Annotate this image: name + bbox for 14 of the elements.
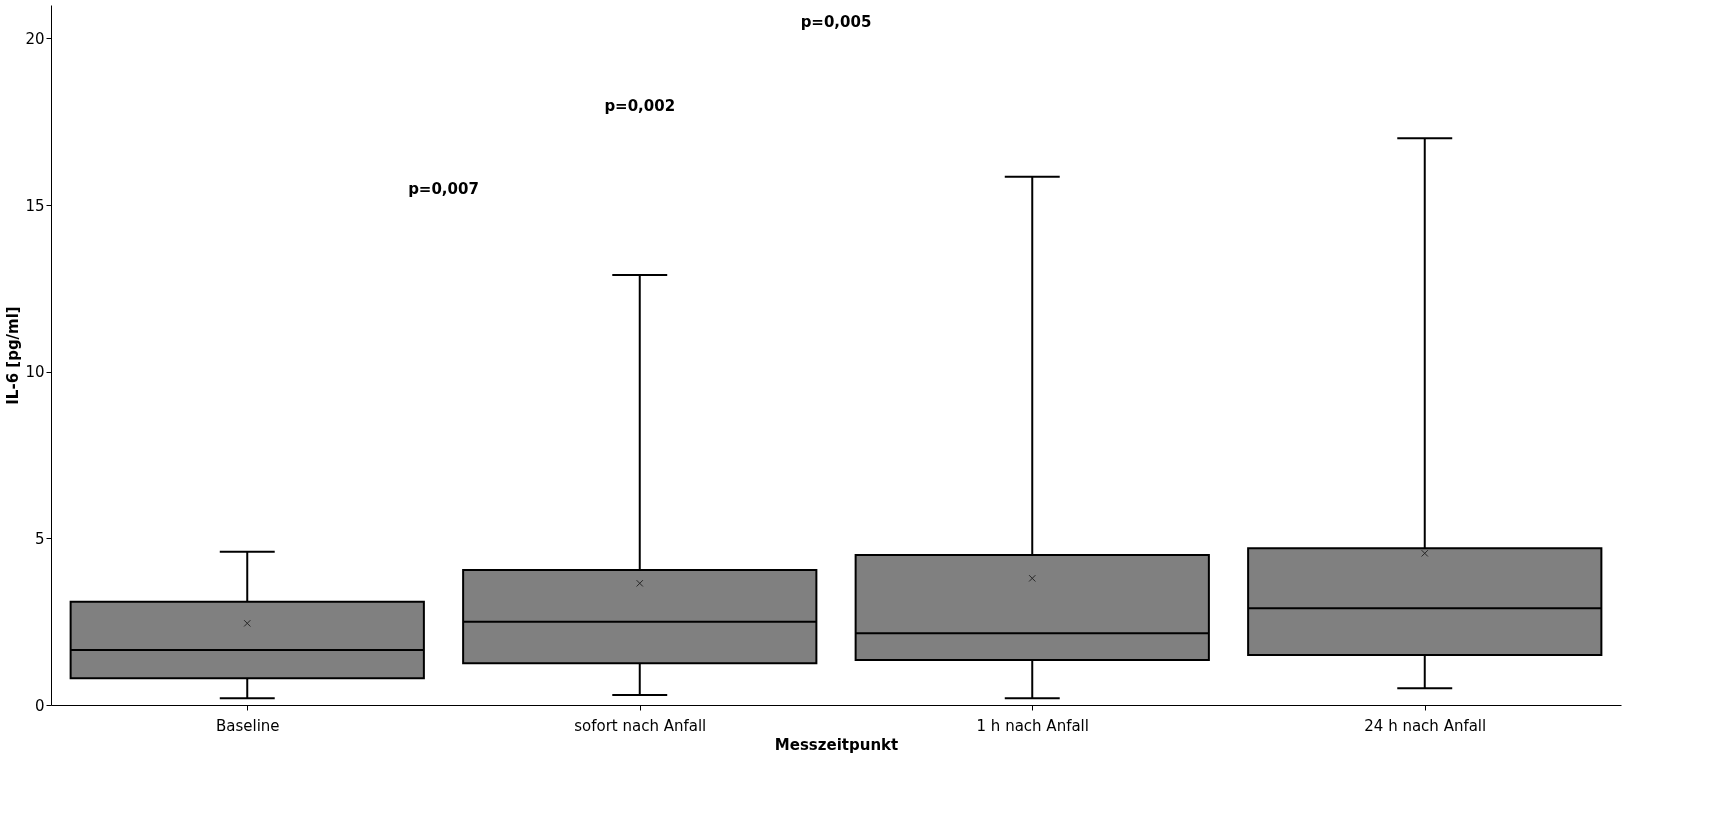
x-tick-label: 1 h nach Anfall — [976, 716, 1089, 735]
y-axis-title: IL-6 [pg/ml] — [4, 306, 23, 405]
y-tick-label: 20 — [25, 29, 45, 48]
x-tick-label: 24 h nach Anfall — [1364, 716, 1487, 735]
x-tick-label: sofort nach Anfall — [574, 716, 707, 735]
y-tick-label: 5 — [34, 529, 45, 548]
y-tick-label: 0 — [34, 696, 45, 715]
annotation: p=0,007 — [408, 180, 479, 198]
annotation: p=0,002 — [604, 96, 676, 115]
y-tick-label: 15 — [25, 196, 45, 215]
annotation: p=0,005 — [800, 13, 872, 32]
y-tick-label: 10 — [25, 363, 45, 382]
x-tick-label: Baseline — [215, 716, 280, 735]
x-axis-title: Messzeitpunkt — [774, 735, 899, 754]
